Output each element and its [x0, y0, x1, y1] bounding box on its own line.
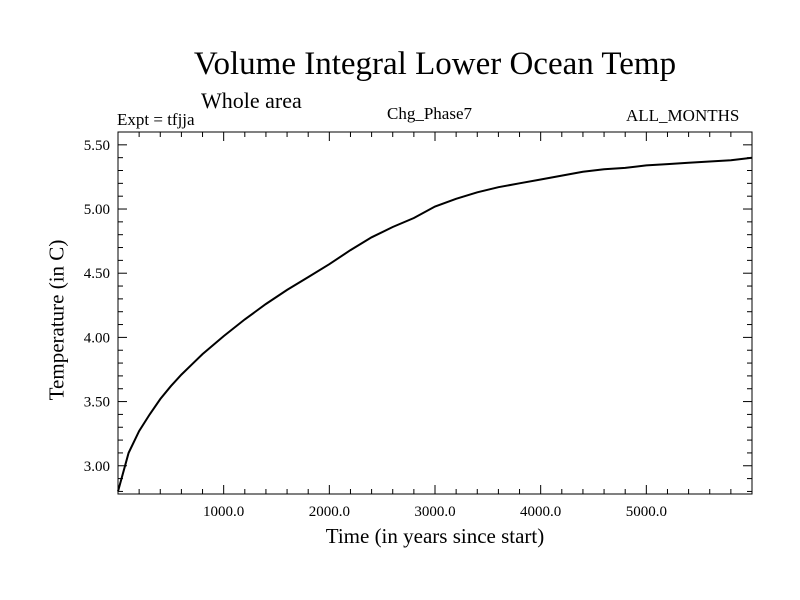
experiment-label: Expt = tfjja — [117, 110, 195, 129]
x-tick-label: 5000.0 — [626, 504, 667, 520]
phase-label: Chg_Phase7 — [387, 104, 472, 123]
series-line — [117, 156, 753, 492]
chart-subtitle: Whole area — [201, 88, 302, 113]
x-tick-label: 1000.0 — [203, 504, 244, 520]
x-tick-label: 4000.0 — [520, 504, 561, 520]
plot-frame — [117, 131, 753, 495]
x-tick-label: 2000.0 — [309, 504, 350, 520]
y-tick-label: 5.50 — [84, 138, 110, 154]
months-label: ALL_MONTHS — [626, 106, 740, 125]
axis-ticks — [118, 132, 752, 494]
y-tick-label: 3.50 — [84, 395, 110, 411]
y-tick-label: 4.00 — [84, 330, 110, 346]
x-tick-label: 3000.0 — [414, 504, 455, 520]
y-tick-label: 3.00 — [84, 459, 110, 475]
chart-title: Volume Integral Lower Ocean Temp — [193, 46, 677, 82]
y-tick-label: 5.00 — [84, 202, 110, 218]
x-axis-label: Time (in years since start) — [325, 524, 545, 548]
y-tick-label: 4.50 — [84, 266, 110, 282]
axis-tick-labels: 1000.0 2000.0 3000.0 4000.0 5000.0 3.00 3.50 4.… — [84, 138, 667, 520]
